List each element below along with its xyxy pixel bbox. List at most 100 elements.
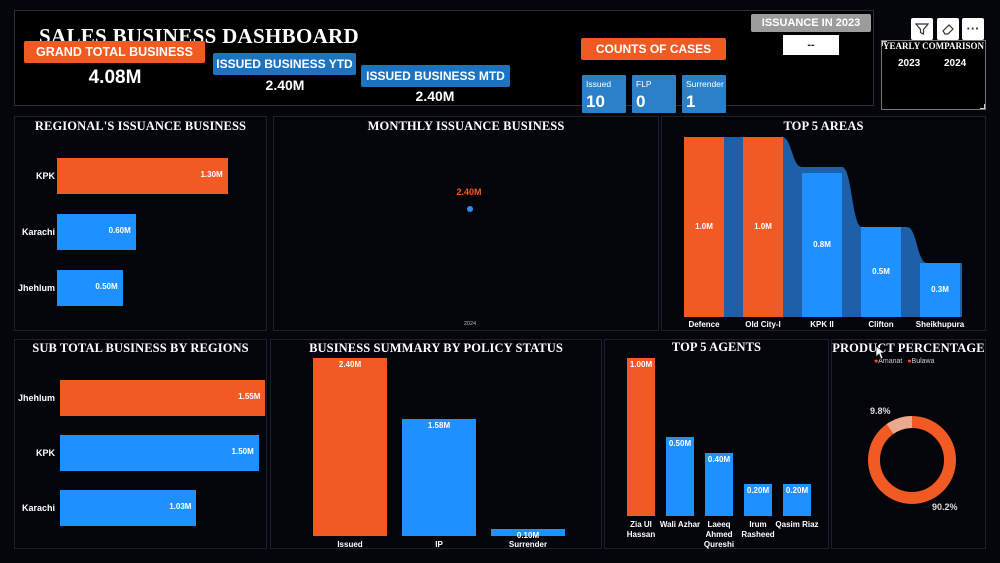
slice-label-major: 90.2%	[932, 502, 958, 512]
bar[interactable]: 1.03M	[60, 490, 197, 526]
policy-status-panel: BUSINESS SUMMARY BY POLICY STATUS 2.40M I…	[270, 339, 602, 549]
monthly-data-point[interactable]	[467, 206, 473, 212]
case-label: FLP	[636, 79, 652, 89]
issuance-slicer-dropdown[interactable]: --	[783, 35, 839, 55]
case-label: Surrender	[686, 79, 724, 89]
chart-title: TOP 5 AGENTS	[671, 340, 762, 354]
bar-value-label: 0.10M	[516, 530, 540, 540]
monthly-x-tick: 2024	[463, 321, 477, 327]
case-card-issued: Issued 10	[582, 75, 626, 113]
bar-value-label: 0.3M	[931, 285, 949, 294]
bar-category-label: Zia Ul Hassan	[626, 520, 656, 539]
bar[interactable]: 0.20M	[783, 484, 811, 516]
slice-label-minor: 9.8%	[870, 406, 891, 416]
bar-category-label: Issued	[337, 540, 363, 549]
bar[interactable]: 0.10M	[491, 528, 565, 540]
yearly-comparison-title: YEARLY COMPARISON	[883, 41, 984, 51]
bar[interactable]: 0.50M	[57, 270, 123, 306]
case-value: 10	[586, 92, 605, 111]
bar-value-label: 0.8M	[813, 240, 831, 249]
bar-category-label: Karachi	[21, 227, 55, 237]
bar-category-label: Karachi	[21, 503, 55, 513]
bar[interactable]: 1.58M	[402, 418, 476, 536]
bar-value-label: 2.40M	[338, 360, 362, 369]
legend-dot-icon: ●	[907, 358, 912, 365]
filter-icon[interactable]	[911, 18, 933, 40]
selection-corner	[882, 41, 887, 46]
case-value: 1	[686, 92, 696, 111]
case-value: 0	[636, 92, 646, 111]
bar-category-label: Wali Azhar	[659, 520, 701, 529]
bar[interactable]: 0.40M	[705, 452, 733, 516]
donut-slice-bulawa	[886, 416, 913, 435]
grand-total-value: 4.08M	[88, 67, 142, 88]
legend-dot-icon: ●	[874, 358, 879, 365]
bar-value-label: 1.55M	[238, 392, 261, 401]
bar-category-label: Clifton	[868, 320, 894, 329]
bar[interactable]: 1.0M	[684, 137, 724, 317]
bar[interactable]: 1.50M	[60, 435, 259, 471]
bar-category-label: Old City-I	[745, 320, 781, 329]
bar-value-label: 0.50M	[668, 439, 692, 448]
bar[interactable]: 0.20M	[744, 484, 772, 516]
chart-title: TOP 5 AREAS	[783, 119, 864, 133]
bar-value-label: 0.50M	[95, 282, 118, 291]
bar[interactable]: 0.3M	[920, 263, 960, 317]
top-areas-panel: TOP 5 AREAS 1.0M Defence 1.0M Old City-I 0.8…	[661, 116, 986, 331]
eraser-icon[interactable]	[937, 18, 959, 40]
bar-value-label: 1.00M	[629, 360, 653, 369]
bar-value-label: 1.0M	[754, 222, 772, 231]
issuance-slicer-label: ISSUANCE IN 2023	[751, 14, 871, 32]
bar-category-label: KPK	[35, 171, 55, 181]
bar-category-label: Defence	[688, 320, 720, 329]
mtd-label: ISSUED BUSINESS MTD	[361, 65, 510, 87]
bar-value-label: 1.58M	[427, 420, 451, 430]
bar[interactable]: 2.40M	[313, 358, 387, 536]
year-option-2023[interactable]: 2023	[898, 58, 921, 69]
bar-category-label: Jhehlum	[17, 393, 55, 403]
bar[interactable]: 0.8M	[802, 173, 842, 317]
bar-category-label: Surrender	[508, 540, 548, 549]
bar-category-label: Irum Rasheed	[741, 520, 775, 539]
more-options-button[interactable]: ···	[962, 18, 984, 40]
subtotal-panel: SUB TOTAL BUSINESS BY REGIONS Jhehlum 1.5…	[14, 339, 267, 549]
case-label: Issued	[586, 79, 612, 89]
bar[interactable]: 0.5M	[861, 227, 901, 317]
counts-of-cases-label: COUNTS OF CASES	[581, 38, 726, 60]
case-card-surrender: Surrender 1	[682, 75, 726, 113]
regional-issuance-panel: REGIONAL'S ISSUANCE BUSINESS KPK 1.30M Kar…	[14, 116, 267, 331]
chart-title: BUSINESS SUMMARY BY POLICY STATUS	[309, 341, 563, 355]
bar[interactable]: 0.60M	[57, 214, 136, 250]
bar[interactable]: 1.00M	[627, 358, 655, 516]
bar[interactable]: 0.50M	[666, 437, 694, 516]
chart-title: REGIONAL'S ISSUANCE BUSINESS	[34, 119, 247, 133]
bar-category-label: Jhehlum	[17, 283, 55, 293]
case-card-flp: FLP 0	[632, 75, 676, 113]
bar-category-label: IP	[435, 540, 443, 549]
bar-value-label: 0.60M	[108, 226, 131, 235]
bar[interactable]: 1.55M	[60, 380, 266, 416]
bar-value-label: 0.20M	[785, 486, 809, 496]
bar-value-label: 0.20M	[746, 486, 770, 496]
bar-value-label: 0.40M	[707, 454, 731, 464]
bar[interactable]: 1.30M	[57, 158, 228, 194]
selection-corner	[980, 104, 985, 109]
legend-item: Amanat	[878, 358, 903, 365]
donut-slice-amanat	[868, 416, 956, 504]
monthly-point-label: 2.40M	[456, 187, 482, 197]
filter-icon-glyph	[914, 23, 930, 35]
legend: ●Amanat ●Bulawa	[874, 358, 935, 365]
header-panel: SALES BUSINESS DASHBOARD GRAND TOTAL BUS…	[14, 10, 874, 113]
ytd-label: ISSUED BUSINESS YTD	[213, 53, 356, 75]
grand-total-label: GRAND TOTAL BUSINESS	[24, 41, 205, 63]
donut-chart	[868, 416, 956, 504]
mtd-value: 2.40M	[415, 88, 455, 104]
ytd-value: 2.40M	[265, 77, 305, 93]
bar[interactable]: 1.0M	[743, 137, 783, 317]
year-option-2024[interactable]: 2024	[944, 58, 967, 69]
mouse-cursor-icon	[876, 346, 886, 360]
product-percentage-panel: PRODUCT PERCENTAGE ●Amanat ●Bulawa 9.8% …	[831, 339, 986, 549]
bar-category-label: KPK	[35, 448, 55, 458]
bar-value-label: 1.50M	[231, 447, 254, 456]
